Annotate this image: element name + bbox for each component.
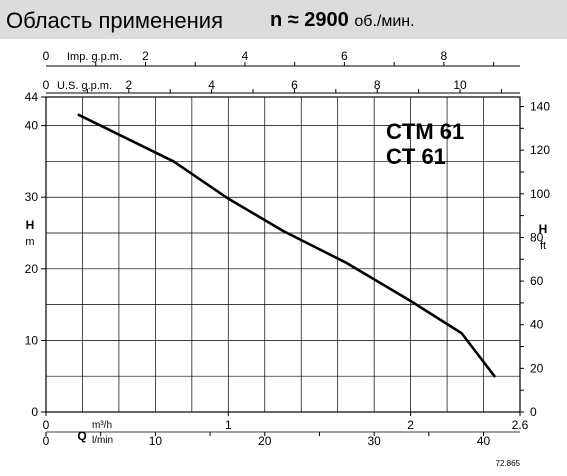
x-m3h-tick-label: 1 [225,418,232,432]
us-gpm-tick-label: 10 [453,78,467,92]
speed-value: n ≈ 2900 [270,9,349,31]
x-lmin-tick-label: 10 [149,434,163,448]
y-right-tick-label: 120 [530,143,550,157]
us-gpm-tick-label: 0 [43,78,50,92]
title-band: Область применения n ≈ 2900 об./мин. [0,0,567,39]
imp-gpm-tick-label: 8 [441,49,448,63]
y-left-tick-label: 40 [25,119,39,133]
us-gpm-tick-label: 2 [125,78,132,92]
model-label-line: CTM 61 [386,119,464,144]
y-left-tick-label: 30 [25,190,39,204]
y-left-tick-label: 20 [25,262,39,276]
y-left-tick-label: 10 [25,333,39,347]
x-lmin-tick-label: 30 [367,434,381,448]
chart-axes [41,62,524,436]
chart-curve-group [77,113,496,378]
y-right-tick-label: 20 [530,361,544,375]
us-gpm-axis-title: U.S. g.p.m. [57,80,112,92]
footnote-code: 72.865 [496,459,521,468]
y-right-axis-unit: ft [540,240,546,252]
y-right-tick-label: 60 [530,274,544,288]
x-axis-letter: Q [77,429,86,443]
x-m3h-tick-label: 2.6 [512,418,529,432]
y-right-tick-label: 100 [530,187,550,201]
imp-gpm-tick-label: 4 [242,49,249,63]
page-title: Область применения [6,8,223,33]
y-left-axis-unit: m [25,236,34,248]
performance-curve [77,113,496,378]
imp-gpm-axis-title: Imp. g.p.m. [67,51,122,63]
imp-gpm-tick-label: 0 [43,49,50,63]
imp-gpm-tick-label: 2 [142,49,149,63]
us-gpm-tick-label: 4 [208,78,215,92]
y-right-tick-label: 80 [530,230,544,244]
x-m3h-tick-label: 2 [407,418,414,432]
model-label-line: CT 61 [386,144,446,169]
speed-unit: об./мин. [354,13,415,30]
y-right-tick-label: 0 [530,405,537,419]
x-axis-unit-lmin: l/min [92,435,113,446]
x-lmin-tick-label: 20 [258,434,272,448]
x-axis-unit-m3h: m³/h [92,420,112,431]
y-right-axis-letter: H [539,222,548,236]
y-left-tick-label: 0 [31,405,38,419]
x-lmin-tick-label: 0 [43,434,50,448]
x-m3h-tick-label: 0 [43,418,50,432]
x-lmin-tick-label: 40 [477,434,491,448]
y-left-tick-label: 44 [25,90,39,104]
y-left-axis-letter: H [26,218,35,232]
chart-labels: 0 Imp. g.p.m. 2 4 6 80 U.S. g.p.m. 2 4 6 8 10010203… [25,49,551,468]
speed-label: n ≈ 2900 об./мин. [270,9,415,32]
us-gpm-tick-label: 6 [291,78,298,92]
imp-gpm-tick-label: 6 [341,49,348,63]
y-right-tick-label: 40 [530,318,544,332]
plot-frame [45,96,521,413]
chart-grid [46,97,520,412]
y-right-tick-label: 140 [530,100,550,114]
us-gpm-tick-label: 8 [374,78,381,92]
